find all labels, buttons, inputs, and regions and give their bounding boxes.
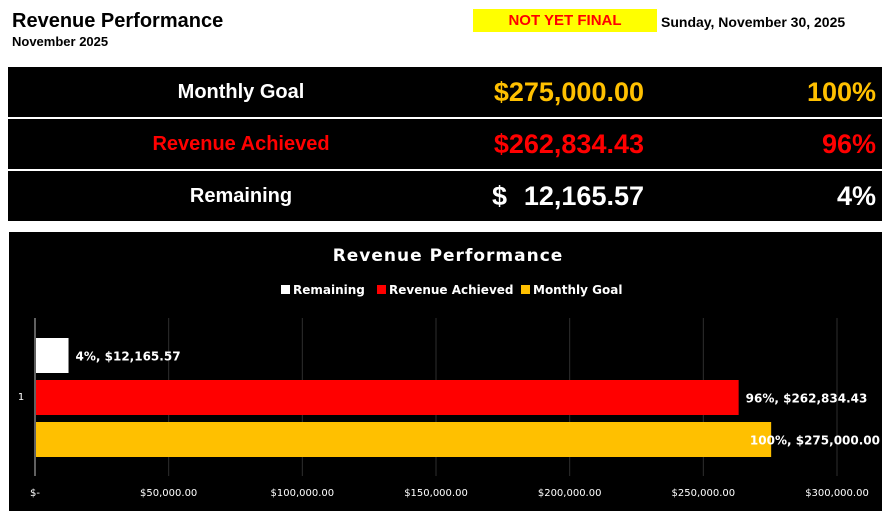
legend-swatch xyxy=(521,285,530,294)
status-badge: NOT YET FINAL xyxy=(473,9,657,32)
chart-x-axis: $- $50,000.00 $100,000.00 $150,000.00 $200,0… xyxy=(18,392,869,499)
x-tick-label: $- xyxy=(30,488,40,499)
bar-monthly-goal xyxy=(36,422,772,457)
chart-svg: Revenue Performance Remaining Revenue Ach… xyxy=(18,246,880,499)
achieved-label: Revenue Achieved xyxy=(152,133,330,155)
bar-remaining xyxy=(36,338,69,373)
report-date: Sunday, November 30, 2025 xyxy=(661,14,846,30)
x-tick-label: $200,000.00 xyxy=(538,488,602,499)
page-title: Revenue Performance xyxy=(12,10,224,32)
summary-table: Monthly Goal $275,000.00 100% Revenue Ac… xyxy=(8,67,882,223)
x-tick-label: $150,000.00 xyxy=(404,488,468,499)
legend-swatch xyxy=(377,285,386,294)
revenue-chart: Revenue Performance Remaining Revenue Ach… xyxy=(9,232,882,511)
data-label: 96%, $262,834.43 xyxy=(746,392,868,406)
legend-swatch xyxy=(281,285,290,294)
achieved-amount: $262,834.43 xyxy=(493,129,644,159)
chart-bars: 4%, $12,165.57 96%, $262,834.43 100%, $275… xyxy=(36,338,880,457)
x-tick-label: $300,000.00 xyxy=(805,488,869,499)
goal-percent: 100% xyxy=(806,77,876,107)
achieved-percent: 96% xyxy=(821,129,876,159)
data-label: 4%, $12,165.57 xyxy=(76,350,181,364)
legend-label: Remaining xyxy=(293,283,365,297)
x-tick-label: $100,000.00 xyxy=(271,488,335,499)
y-tick-label: 1 xyxy=(18,392,24,403)
legend-label: Revenue Achieved xyxy=(389,283,514,297)
goal-amount: $275,000.00 xyxy=(493,77,644,107)
remaining-currency: $ xyxy=(492,181,508,211)
page-subtitle: November 2025 xyxy=(12,34,109,49)
goal-label: Monthly Goal xyxy=(177,81,305,103)
data-label: 100%, $275,000.00 xyxy=(750,434,880,448)
remaining-percent: 4% xyxy=(836,181,876,211)
remaining-amount: 12,165.57 xyxy=(523,181,644,211)
bar-revenue-achieved xyxy=(36,380,739,415)
legend-label: Monthly Goal xyxy=(533,283,622,297)
summary-row-remaining: Remaining $ 12,165.57 4% xyxy=(8,171,882,221)
remaining-label: Remaining xyxy=(189,185,293,207)
x-tick-label: $250,000.00 xyxy=(672,488,736,499)
chart-legend: Remaining Revenue Achieved Monthly Goal xyxy=(281,283,622,297)
summary-row-achieved: Revenue Achieved $262,834.43 96% xyxy=(8,119,882,169)
x-tick-label: $50,000.00 xyxy=(140,488,197,499)
summary-row-goal: Monthly Goal $275,000.00 100% xyxy=(8,67,882,117)
chart-title: Revenue Performance xyxy=(333,246,564,266)
